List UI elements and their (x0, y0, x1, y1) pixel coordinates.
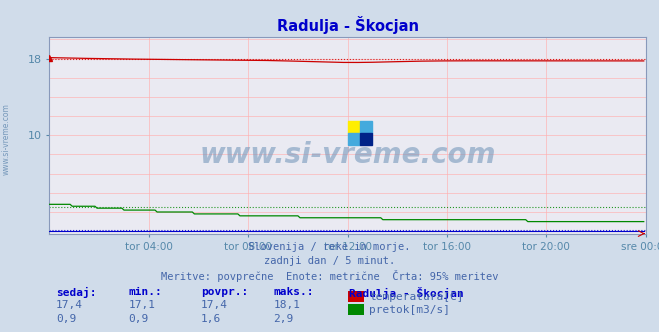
Text: temperatura[C]: temperatura[C] (369, 292, 463, 302)
Bar (360, 133, 372, 145)
Text: www.si-vreme.com: www.si-vreme.com (2, 104, 11, 175)
Text: Slovenija / reke in morje.: Slovenija / reke in morje. (248, 242, 411, 252)
Text: pretok[m3/s]: pretok[m3/s] (369, 305, 450, 315)
Text: 0,9: 0,9 (129, 314, 149, 324)
Bar (348, 121, 360, 133)
Text: min.:: min.: (129, 287, 162, 297)
Text: 17,1: 17,1 (129, 300, 156, 310)
Text: 17,4: 17,4 (56, 300, 83, 310)
Text: maks.:: maks.: (273, 287, 314, 297)
Text: 17,4: 17,4 (201, 300, 228, 310)
Text: povpr.:: povpr.: (201, 287, 248, 297)
Text: www.si-vreme.com: www.si-vreme.com (200, 141, 496, 169)
Text: 2,9: 2,9 (273, 314, 294, 324)
Text: 0,9: 0,9 (56, 314, 76, 324)
Bar (360, 121, 372, 133)
Text: Meritve: povprečne  Enote: metrične  Črta: 95% meritev: Meritve: povprečne Enote: metrične Črta:… (161, 270, 498, 282)
Text: 1,6: 1,6 (201, 314, 221, 324)
Text: sedaj:: sedaj: (56, 287, 96, 298)
Title: Radulja - Škocjan: Radulja - Škocjan (277, 16, 418, 34)
Text: 18,1: 18,1 (273, 300, 301, 310)
Text: zadnji dan / 5 minut.: zadnji dan / 5 minut. (264, 256, 395, 266)
Text: Radulja - Škocjan: Radulja - Škocjan (349, 287, 464, 299)
Bar (348, 133, 360, 145)
